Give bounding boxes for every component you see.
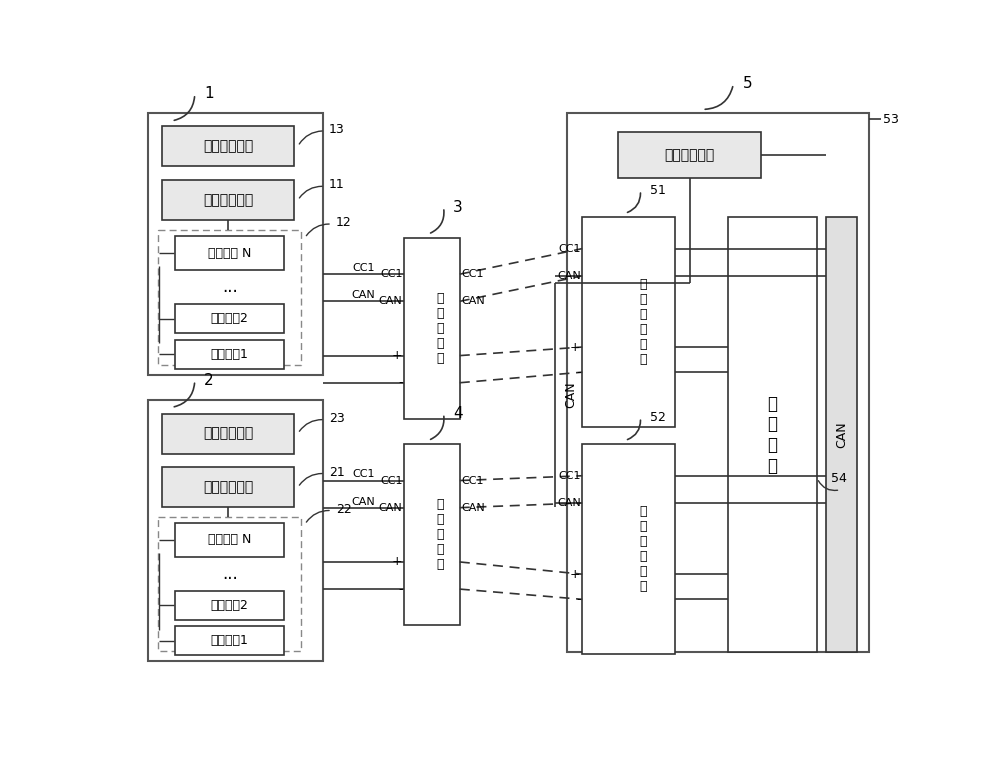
- Text: CAN: CAN: [351, 290, 375, 300]
- Bar: [618, 131, 761, 178]
- Text: +: +: [392, 349, 402, 362]
- Bar: [826, 217, 857, 652]
- Text: CAN: CAN: [564, 382, 577, 409]
- Text: 4: 4: [453, 406, 462, 421]
- Text: 第
一
充
电
枪: 第 一 充 电 枪: [437, 292, 444, 365]
- Text: -: -: [398, 376, 402, 389]
- Bar: [582, 217, 675, 426]
- Text: 54: 54: [831, 471, 847, 484]
- Bar: [728, 217, 817, 652]
- Text: 52: 52: [650, 411, 666, 424]
- Bar: [158, 516, 301, 652]
- Bar: [148, 400, 323, 662]
- Bar: [158, 230, 301, 365]
- Text: CC1: CC1: [352, 263, 375, 273]
- Text: ...: ...: [222, 565, 238, 583]
- Text: 充电模块 N: 充电模块 N: [208, 533, 251, 546]
- Text: 3: 3: [453, 199, 463, 215]
- Text: 充电模块2: 充电模块2: [211, 599, 249, 612]
- Bar: [404, 238, 460, 419]
- Text: 第
二
充
电
插
座: 第 二 充 电 插 座: [639, 505, 646, 593]
- Text: CC1: CC1: [558, 471, 581, 481]
- Text: CAN: CAN: [557, 270, 581, 281]
- Text: 第
二
充
电
枪: 第 二 充 电 枪: [437, 498, 444, 571]
- Text: CC1: CC1: [461, 475, 484, 486]
- Text: 第一保护模块: 第一保护模块: [203, 139, 253, 154]
- Text: +: +: [570, 568, 581, 581]
- Text: +: +: [392, 555, 402, 568]
- Bar: [175, 340, 284, 369]
- Text: 13: 13: [329, 123, 345, 136]
- Text: 充电模块1: 充电模块1: [211, 348, 249, 361]
- Text: 电池管理模块: 电池管理模块: [664, 147, 715, 162]
- Bar: [567, 113, 869, 652]
- Text: 充电模块2: 充电模块2: [211, 312, 249, 325]
- Text: CAN: CAN: [379, 296, 402, 306]
- Text: 21: 21: [329, 465, 345, 478]
- Text: 第
一
充
电
插
座: 第 一 充 电 插 座: [639, 278, 646, 366]
- Text: 53: 53: [883, 113, 899, 126]
- Bar: [175, 304, 284, 333]
- Text: 51: 51: [650, 183, 666, 197]
- Bar: [404, 445, 460, 625]
- Text: -: -: [398, 583, 402, 596]
- Bar: [148, 113, 323, 375]
- Bar: [162, 468, 294, 507]
- Bar: [175, 523, 284, 557]
- Text: 电
池
模
块: 电 池 模 块: [768, 394, 778, 475]
- Text: 11: 11: [329, 178, 345, 191]
- Bar: [162, 413, 294, 454]
- Bar: [582, 445, 675, 654]
- Bar: [162, 126, 294, 167]
- Text: 12: 12: [336, 216, 352, 229]
- Bar: [175, 591, 284, 620]
- Bar: [162, 180, 294, 220]
- Text: 第一控制模块: 第一控制模块: [203, 193, 253, 207]
- Text: 充电模块1: 充电模块1: [211, 634, 249, 647]
- Text: 第二控制模块: 第二控制模块: [203, 481, 253, 494]
- Text: 1: 1: [204, 86, 214, 102]
- Text: 2: 2: [204, 373, 214, 388]
- Text: +: +: [570, 341, 581, 354]
- Text: -: -: [576, 593, 581, 606]
- Text: CAN: CAN: [461, 296, 485, 306]
- Text: CAN: CAN: [379, 503, 402, 513]
- Text: CC1: CC1: [558, 244, 581, 254]
- Text: ...: ...: [222, 278, 238, 296]
- Bar: [175, 236, 284, 270]
- Text: -: -: [576, 366, 581, 379]
- Bar: [175, 626, 284, 656]
- Text: CAN: CAN: [835, 422, 848, 448]
- Text: 充电模块 N: 充电模块 N: [208, 247, 251, 260]
- Text: CC1: CC1: [380, 269, 402, 279]
- Text: 第二保护模块: 第二保护模块: [203, 426, 253, 441]
- Text: 5: 5: [743, 76, 752, 92]
- Text: CAN: CAN: [461, 503, 485, 513]
- Text: 23: 23: [329, 412, 345, 425]
- Text: 22: 22: [336, 503, 352, 516]
- Text: CC1: CC1: [461, 269, 484, 279]
- Text: CC1: CC1: [380, 475, 402, 486]
- Text: CAN: CAN: [557, 498, 581, 508]
- Text: CAN: CAN: [351, 497, 375, 507]
- Text: CC1: CC1: [352, 469, 375, 479]
